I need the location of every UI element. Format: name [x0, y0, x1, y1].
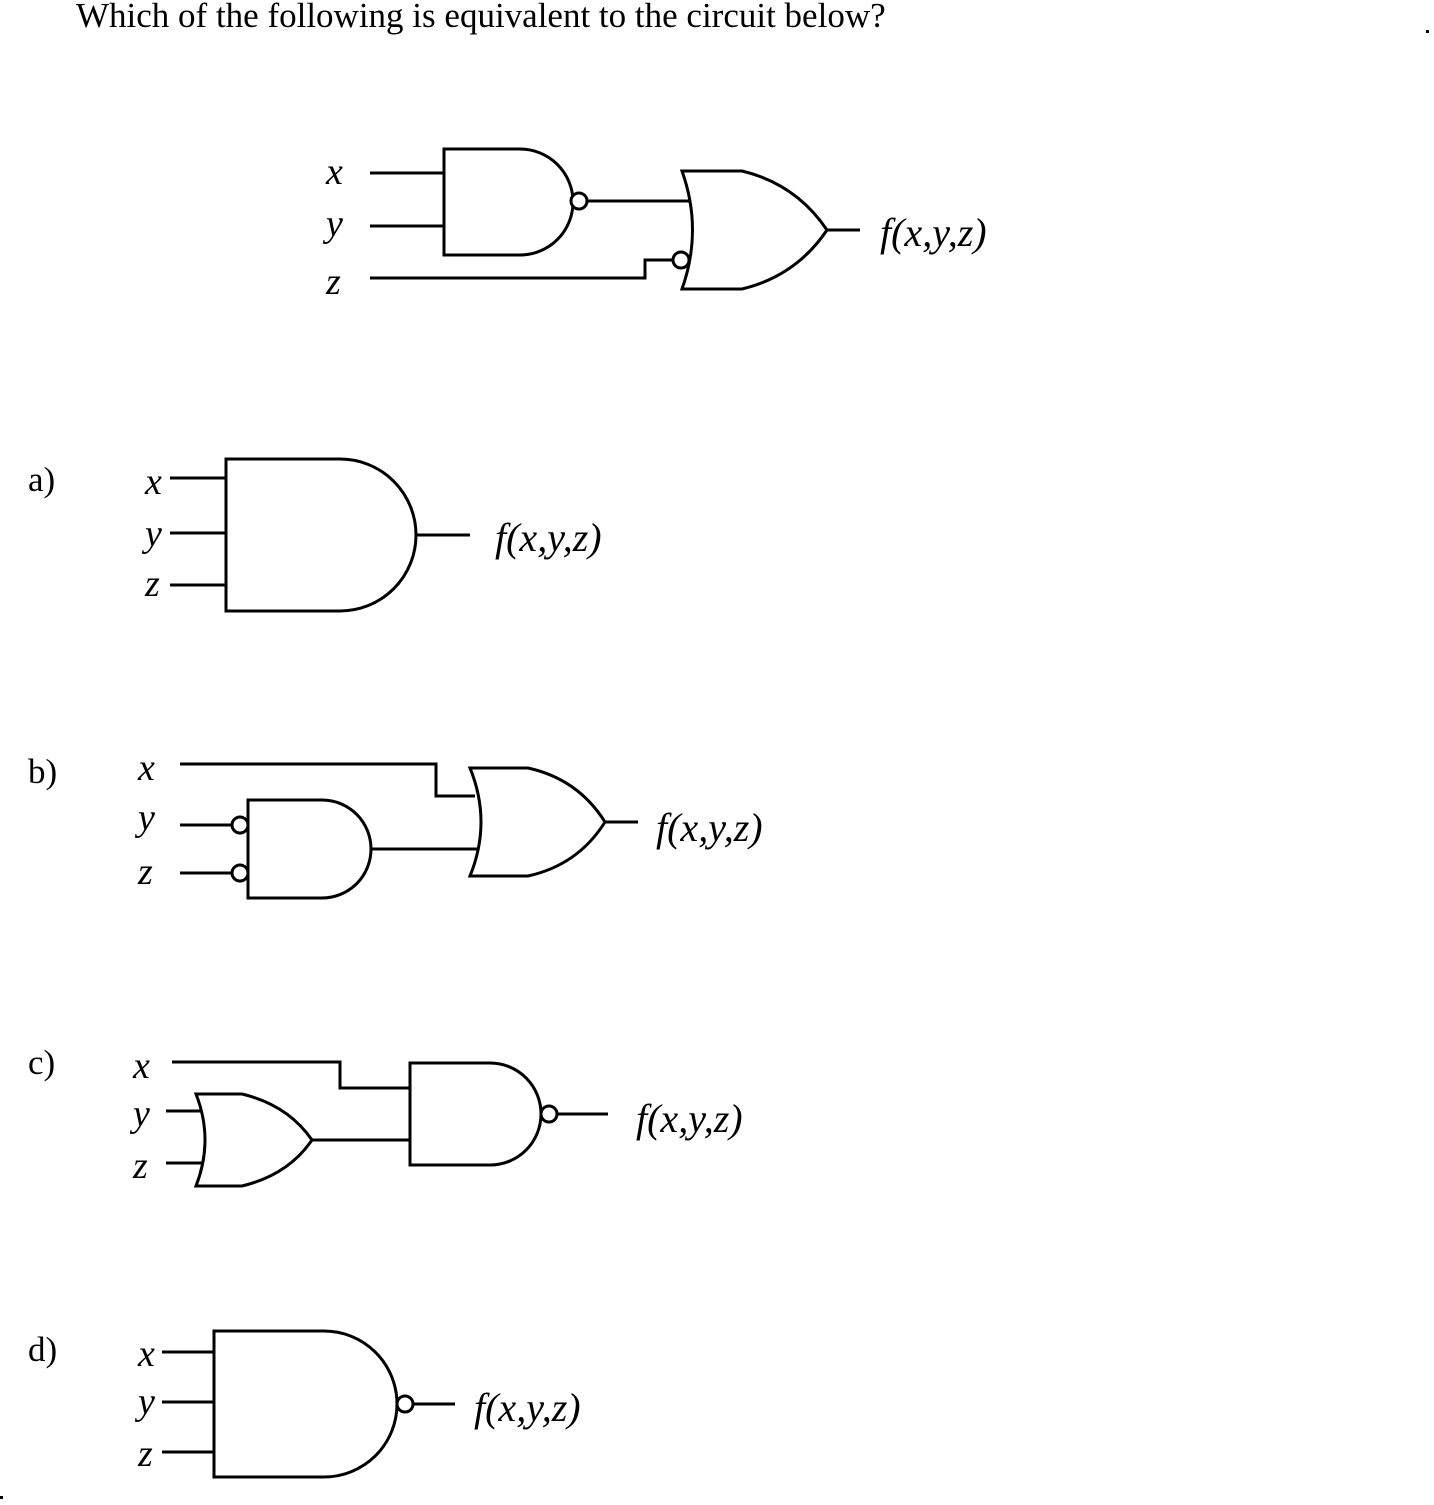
question-text: Which of the following is equivalent to …: [76, 0, 886, 35]
main-circuit: x y z f(x,y,z): [322, 147, 987, 303]
option-b-input-x-label: x: [137, 747, 155, 789]
option-b-z-bubble: [230, 863, 250, 883]
option-b-input-y-label: y: [134, 797, 155, 839]
option-b-circuit: x y z f(x,y,z): [134, 747, 763, 900]
stray-dot: [0, 1496, 3, 1499]
option-b-letter[interactable]: b): [28, 752, 58, 791]
option-a-input-x-label: x: [144, 461, 162, 503]
option-b-or-gate: [467, 766, 607, 878]
option-d-nand-bubble: [395, 1394, 415, 1414]
option-b-input-z-label: z: [137, 851, 153, 893]
option-d-letter[interactable]: d): [28, 1330, 58, 1369]
option-d-circuit: x y z f(x,y,z): [134, 1329, 581, 1479]
main-wire-z: [370, 258, 673, 280]
option-a-letter[interactable]: a): [28, 460, 56, 499]
option-c-wire-x: [172, 1060, 410, 1090]
option-a-and-gate: [224, 457, 418, 613]
main-or-input-bubble: [671, 250, 691, 270]
option-d-input-z-label: z: [137, 1433, 153, 1475]
option-c-input-y-label: y: [129, 1093, 150, 1135]
main-or-gate: [679, 169, 829, 291]
option-b-output-label: f(x,y,z): [656, 805, 763, 850]
stray-dot: [1426, 30, 1429, 33]
option-c-or-gate: [193, 1092, 314, 1188]
main-nand-gate: [442, 147, 575, 257]
option-c-circuit: x y z f(x,y,z): [129, 1045, 743, 1188]
option-c-input-x-label: x: [132, 1045, 150, 1087]
main-input-x-label: x: [325, 151, 343, 193]
option-a-output-label: f(x,y,z): [495, 515, 602, 560]
option-a-circuit: x y z f(x,y,z): [141, 457, 602, 613]
main-input-y-label: y: [322, 203, 343, 245]
option-c-letter[interactable]: c): [28, 1043, 56, 1082]
option-c-nand-gate: [408, 1061, 543, 1167]
main-input-z-label: z: [325, 261, 341, 303]
option-b-and-gate: [246, 798, 373, 900]
option-b-wire-x: [180, 762, 475, 798]
option-c-nand-bubble: [539, 1104, 559, 1124]
main-output-label: f(x,y,z): [880, 210, 987, 255]
main-nand-bubble: [569, 191, 589, 211]
option-b-y-bubble: [230, 815, 250, 835]
option-d-input-y-label: y: [134, 1381, 155, 1423]
option-d-nand-gate: [212, 1329, 399, 1479]
option-a-input-z-label: z: [144, 563, 160, 605]
option-c-input-z-label: z: [132, 1145, 148, 1187]
option-d-output-label: f(x,y,z): [474, 1385, 581, 1430]
option-c-output-label: f(x,y,z): [636, 1096, 743, 1141]
option-d-input-x-label: x: [137, 1333, 155, 1375]
option-a-input-y-label: y: [141, 513, 162, 555]
